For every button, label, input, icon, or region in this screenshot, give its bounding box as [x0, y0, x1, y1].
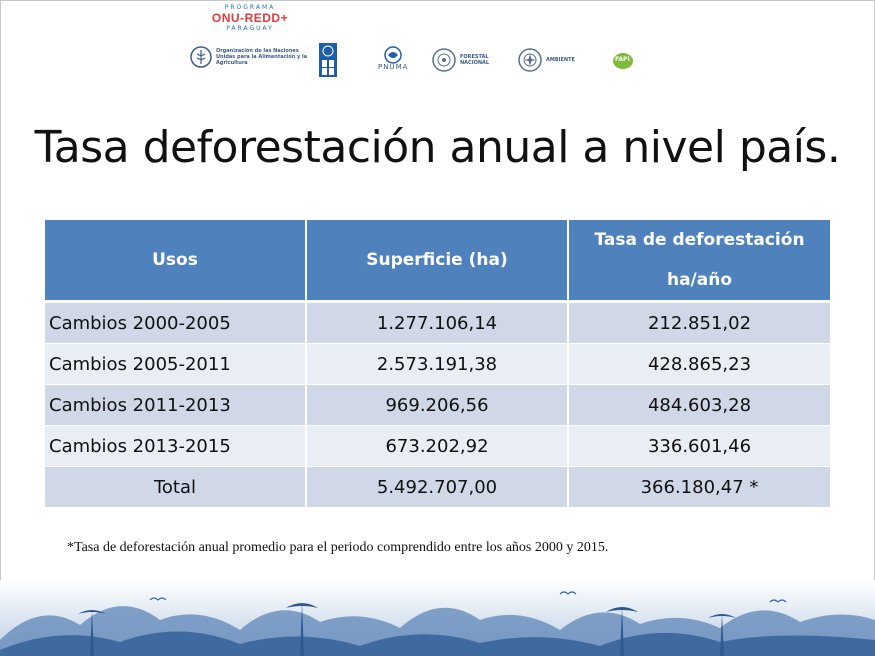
fapi-logo-text: FAPI [615, 56, 630, 63]
table-row: Cambios 2013-2015 673.202,92 336.601,46 [45, 425, 830, 467]
pnud-emblem-icon [319, 43, 337, 77]
cell-total-superficie: 5.492.707,00 [306, 466, 569, 508]
fao-emblem-icon [190, 46, 212, 68]
pnuma-emblem-icon [384, 46, 402, 64]
cell-tasa: 336.601,46 [568, 425, 830, 467]
seam-logo: AMBIENTE [518, 48, 586, 72]
deforestation-table: Usos Superficie (ha) Tasa de deforestaci… [45, 220, 830, 508]
table-row: Cambios 2000-2005 1.277.106,14 212.851,0… [45, 301, 830, 344]
pnud-logo [318, 42, 338, 82]
onu-redd-brand: PROGRAMA ONU-REDD+ PARAGUAY [190, 4, 310, 32]
brand-program-label: PROGRAMA [224, 4, 276, 11]
table-row: Cambios 2011-2013 969.206,56 484.603,28 [45, 384, 830, 426]
fao-logo: Organización de las Naciones Unidas para… [190, 46, 312, 68]
infona-seal-icon [432, 48, 456, 72]
cell-uso: Cambios 2013-2015 [45, 425, 307, 467]
table-row: Cambios 2005-2011 2.573.191,38 428.865,2… [45, 343, 830, 385]
header-tasa: Tasa de deforestación ha/año [568, 220, 830, 303]
cell-uso: Cambios 2011-2013 [45, 384, 307, 426]
header-superficie: Superficie (ha) [306, 220, 569, 303]
slide-title: Tasa deforestación anual a nivel país. [34, 122, 841, 173]
cell-tasa: 428.865,23 [568, 343, 830, 385]
table-header-row: Usos Superficie (ha) Tasa de deforestaci… [45, 220, 830, 303]
pnuma-logo-text: PNUMA [378, 63, 409, 71]
brand-country-label: PARAGUAY [226, 25, 274, 32]
logo-banner: Organización de las Naciones Unidas para… [190, 6, 690, 90]
cell-total-label: Total [45, 466, 307, 508]
infona-logo: FORESTAL NACIONAL [432, 48, 500, 72]
fao-logo-text: Organización de las Naciones Unidas para… [216, 48, 308, 66]
cell-superficie: 673.202,92 [306, 425, 569, 467]
table-footnote: *Tasa de deforestación anual promedio pa… [67, 540, 609, 555]
seam-seal-icon [518, 48, 542, 72]
table-total-row: Total 5.492.707,00 366.180,47 * [45, 466, 830, 508]
cell-tasa: 484.603,28 [568, 384, 830, 426]
infona-logo-text: FORESTAL NACIONAL [460, 54, 490, 66]
fapi-logo: FAPI [612, 52, 634, 70]
fapi-leaf-icon [613, 53, 633, 69]
pnuma-logo: PNUMA [378, 46, 409, 71]
cell-uso: Cambios 2005-2011 [45, 343, 307, 385]
cell-superficie: 1.277.106,14 [306, 301, 569, 344]
header-usos: Usos [45, 220, 307, 303]
cell-superficie: 2.573.191,38 [306, 343, 569, 385]
cell-tasa: 212.851,02 [568, 301, 830, 344]
cell-total-tasa: 366.180,47 * [568, 466, 830, 508]
forest-scenery-decoration [0, 580, 875, 656]
cell-superficie: 969.206,56 [306, 384, 569, 426]
cell-uso: Cambios 2000-2005 [45, 301, 307, 344]
brand-program-name: ONU-REDD+ [211, 11, 289, 25]
seam-logo-text: AMBIENTE [546, 57, 575, 63]
